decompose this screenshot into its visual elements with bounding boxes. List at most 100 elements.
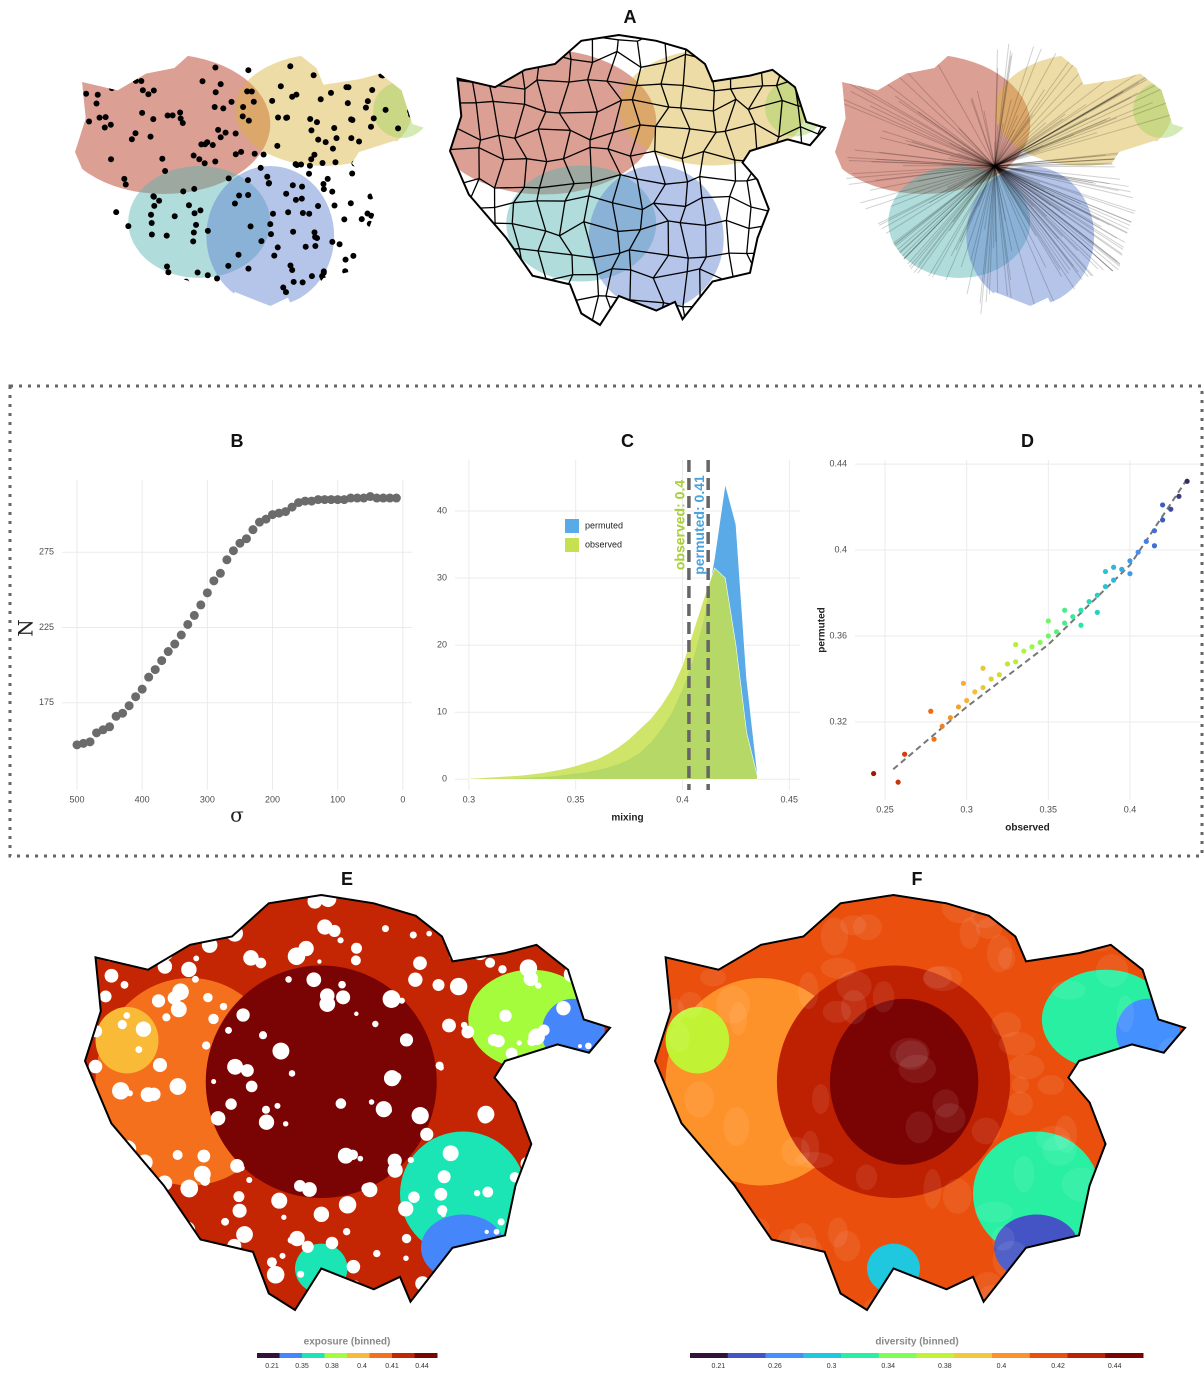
map-gap	[384, 1070, 400, 1086]
density-area	[469, 568, 757, 779]
legend-swatch	[1030, 1353, 1068, 1358]
cell-edge	[572, 255, 573, 275]
map-gap	[354, 1012, 359, 1017]
map-gap	[181, 962, 196, 977]
point	[931, 737, 936, 742]
site	[389, 195, 395, 201]
legend-swatch	[370, 1353, 393, 1358]
site	[320, 181, 326, 187]
x-axis-label: mixing	[611, 813, 643, 824]
cell-edge	[525, 281, 546, 283]
site	[245, 266, 251, 272]
site	[144, 290, 150, 296]
map-gap	[317, 959, 321, 963]
site	[177, 110, 183, 116]
map	[0, 812, 715, 1374]
chart-title: C	[621, 431, 634, 451]
y-tick-label: 275	[39, 547, 54, 557]
legend-tick-label: 0.3	[827, 1363, 837, 1370]
site	[266, 180, 272, 186]
cell-edge	[700, 269, 701, 307]
map-zone	[474, 1260, 516, 1293]
site	[229, 99, 235, 105]
map-gap	[420, 1128, 433, 1141]
point	[1160, 517, 1165, 522]
cell-edge	[773, 205, 808, 212]
point	[1013, 659, 1018, 664]
cell-edge	[499, 301, 500, 317]
map-cell	[724, 1237, 754, 1268]
cell-edge	[517, 30, 538, 32]
legend-swatch	[690, 1353, 728, 1358]
cell-edge	[726, 220, 729, 253]
site	[251, 99, 257, 105]
map-gap	[592, 1296, 607, 1311]
cell-edge	[807, 36, 828, 42]
cell-edge	[644, 317, 657, 325]
site	[268, 231, 274, 237]
site	[275, 244, 281, 250]
site	[140, 87, 146, 93]
legend-label: permuted	[585, 520, 623, 530]
point	[248, 525, 257, 534]
site	[342, 268, 348, 274]
site	[212, 65, 218, 71]
cell-edge	[749, 222, 786, 228]
site	[164, 263, 170, 269]
map-gap	[285, 976, 292, 983]
map-cell	[1096, 954, 1128, 987]
point	[151, 665, 160, 674]
site	[320, 275, 326, 281]
site	[164, 233, 170, 239]
map-gap	[154, 1245, 161, 1252]
site	[363, 105, 369, 111]
cell-edge	[547, 281, 550, 293]
site	[212, 104, 218, 110]
map-gap	[191, 921, 202, 932]
legend-tick-label: 0.42	[1051, 1363, 1065, 1370]
map-gap	[504, 1268, 512, 1276]
site	[83, 91, 89, 97]
cell-edge	[752, 296, 760, 323]
point	[1013, 642, 1018, 647]
site	[368, 124, 374, 130]
site	[285, 209, 291, 215]
map-gap	[105, 1204, 113, 1212]
map-cell	[700, 968, 726, 986]
site	[108, 156, 114, 162]
cell-edge	[517, 32, 522, 67]
map-gap	[158, 1301, 172, 1315]
cell-edge	[617, 51, 641, 67]
point	[1176, 494, 1181, 499]
trend-line	[893, 479, 1187, 769]
site	[290, 229, 296, 235]
map-gap	[194, 1166, 211, 1183]
map-gap	[488, 1034, 500, 1046]
map-gap	[351, 943, 362, 954]
map-gap	[509, 1071, 514, 1076]
site	[396, 65, 402, 71]
map-gap	[225, 1098, 236, 1109]
point	[956, 704, 961, 709]
site	[329, 239, 335, 245]
cell-edge	[761, 281, 785, 282]
cell-edge	[637, 41, 641, 67]
y-tick-label: 10	[437, 707, 447, 717]
map-cell	[669, 1022, 689, 1052]
map-gap	[401, 894, 414, 907]
map-cell	[656, 1226, 691, 1265]
map	[431, 27, 832, 333]
site	[107, 243, 113, 249]
point	[222, 555, 231, 564]
map-gap	[580, 1135, 585, 1140]
x-tick-label: 0.25	[876, 804, 894, 814]
cell-edge	[780, 294, 798, 304]
map-gap	[403, 1255, 409, 1261]
map-gap	[118, 1020, 127, 1029]
site	[149, 231, 155, 237]
map-gap	[482, 1187, 493, 1198]
cell-edge	[560, 304, 565, 326]
cell-edge	[785, 172, 809, 183]
map-gap	[136, 1022, 151, 1037]
site	[378, 72, 384, 78]
